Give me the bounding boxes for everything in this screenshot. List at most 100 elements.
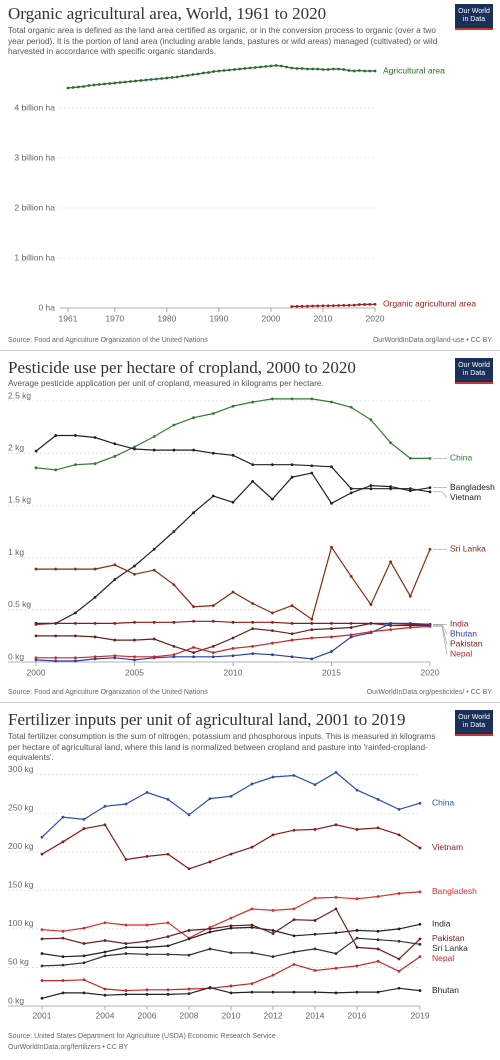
point (34, 656, 38, 660)
point (397, 927, 401, 931)
point (231, 636, 235, 640)
logo: Our World in Data (455, 4, 493, 30)
point (82, 942, 86, 945)
point (61, 929, 65, 933)
point (349, 491, 353, 495)
point (61, 979, 65, 982)
point (337, 67, 340, 71)
series-line (41, 824, 421, 870)
point (300, 67, 304, 70)
point (397, 808, 401, 811)
point (113, 656, 117, 660)
point (207, 71, 210, 74)
point (124, 993, 128, 996)
series-line (41, 891, 421, 939)
point (82, 991, 86, 995)
point (349, 621, 353, 625)
point (54, 621, 58, 625)
point (271, 497, 274, 501)
point (292, 990, 296, 994)
point (250, 923, 254, 927)
x-tick-label: 1961 (59, 313, 78, 323)
point (271, 929, 275, 932)
point (192, 511, 196, 515)
point (155, 77, 158, 81)
series-label: Nepal (450, 649, 472, 659)
point (290, 632, 294, 636)
point (71, 86, 75, 89)
point (397, 833, 401, 837)
point (82, 978, 86, 982)
point (123, 80, 127, 84)
point (93, 462, 97, 466)
point (250, 845, 254, 849)
point (349, 405, 353, 409)
point (40, 937, 44, 941)
point (251, 627, 255, 630)
point (133, 638, 136, 642)
point (229, 924, 233, 928)
point (124, 952, 128, 955)
point (349, 574, 353, 578)
point (311, 67, 314, 71)
point (172, 620, 176, 624)
point (271, 653, 274, 657)
point (418, 942, 422, 946)
series-line (36, 545, 431, 621)
point (418, 955, 422, 959)
y-tick-label: 2 kg (8, 442, 24, 452)
point (145, 791, 149, 794)
point (357, 303, 361, 306)
point (124, 802, 128, 806)
point (408, 487, 412, 491)
point (313, 990, 317, 994)
point (54, 468, 58, 472)
point (34, 634, 38, 638)
point (271, 641, 274, 645)
point (124, 989, 128, 992)
point (103, 82, 106, 86)
point (113, 654, 117, 658)
point (187, 992, 191, 996)
point (253, 66, 257, 69)
point (187, 813, 191, 817)
point (172, 448, 176, 452)
point (397, 986, 401, 990)
point (134, 79, 138, 83)
point (290, 604, 294, 608)
point (310, 397, 314, 401)
point (166, 944, 170, 948)
point (124, 923, 128, 927)
point (330, 635, 333, 639)
point (166, 988, 170, 992)
point (330, 627, 333, 630)
point (172, 655, 176, 659)
point (74, 434, 77, 437)
x-tick-label: 2005 (125, 667, 144, 677)
point (124, 858, 128, 861)
point (271, 990, 275, 994)
point (292, 774, 296, 777)
point (113, 563, 117, 567)
point (238, 67, 242, 71)
point (103, 987, 107, 991)
point (250, 990, 254, 994)
point (152, 435, 156, 438)
point (144, 78, 148, 82)
point (311, 304, 314, 308)
point (321, 304, 325, 308)
point (82, 961, 86, 965)
point (369, 603, 373, 606)
point (397, 957, 401, 961)
point (418, 922, 422, 926)
y-tick-label: 3 billion ha (14, 152, 55, 162)
point (170, 76, 174, 79)
x-tick-label: 2004 (96, 1010, 115, 1020)
point (192, 416, 196, 420)
point (418, 937, 422, 941)
point (87, 84, 91, 87)
license: OurWorldInData.org/fertilizers • CC BY (8, 1044, 129, 1051)
point (330, 621, 333, 625)
point (113, 81, 117, 85)
y-tick-label: 0 ha (38, 302, 55, 312)
